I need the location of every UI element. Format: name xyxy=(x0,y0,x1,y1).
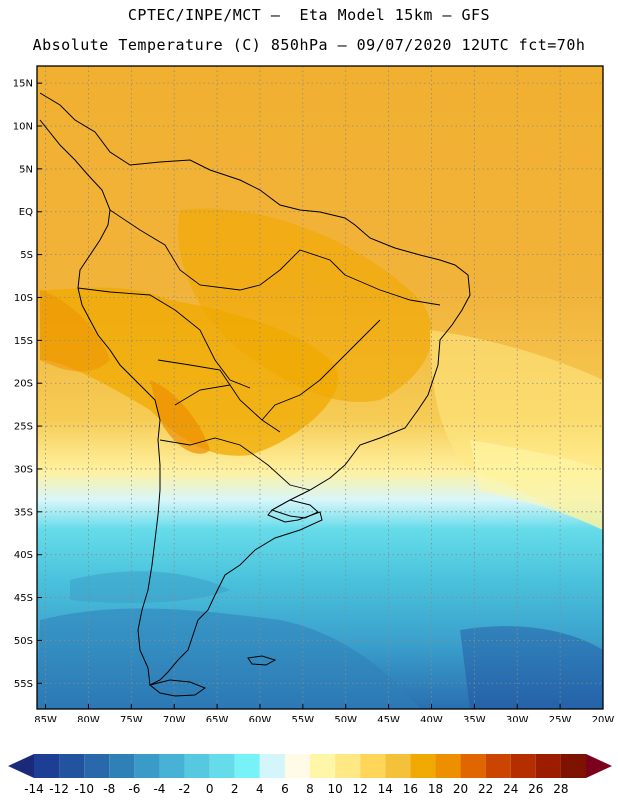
legend-color-box xyxy=(310,754,336,778)
legend-label: -8 xyxy=(103,782,115,796)
longitude-label: 75W xyxy=(120,715,143,722)
legend-color-box xyxy=(159,754,185,778)
legend-color-box xyxy=(59,754,85,778)
legend-color-box xyxy=(234,754,260,778)
legend-label: 10 xyxy=(327,782,342,796)
longitude-label: 55W xyxy=(292,715,315,722)
legend-color-box xyxy=(485,754,511,778)
legend-label: -4 xyxy=(153,782,165,796)
legend-right-arrow xyxy=(586,754,612,778)
legend-label: 4 xyxy=(256,782,264,796)
legend-label: -10 xyxy=(74,782,94,796)
longitude-label: 35W xyxy=(463,715,486,722)
latitude-label: EQ xyxy=(19,207,33,218)
longitude-label: 60W xyxy=(249,715,272,722)
country-borders xyxy=(77,209,441,491)
longitude-label: 50W xyxy=(334,715,357,722)
legend-label: 16 xyxy=(403,782,418,796)
map-title-line2: Absolute Temperature (C) 850hPa – 09/07/… xyxy=(32,36,586,54)
legend-color-box xyxy=(510,754,536,778)
latitude-label: 45S xyxy=(14,593,33,604)
legend-label: -6 xyxy=(128,782,140,796)
temperature-map: 15N 10N 5N EQ 5S 10S 15S 20S 25S 30S 35S 40S 45S 50S 5… xyxy=(13,65,614,722)
legend-label: 20 xyxy=(453,782,468,796)
legend-color-box xyxy=(360,754,386,778)
legend-label: 22 xyxy=(478,782,493,796)
map-frame xyxy=(36,65,604,710)
legend-label: 18 xyxy=(428,782,443,796)
latitude-label: 25S xyxy=(14,422,33,433)
latitude-label: 10S xyxy=(14,293,33,304)
legend-label: -14 xyxy=(24,782,44,796)
legend-label: 28 xyxy=(553,782,568,796)
latitude-label: 15S xyxy=(14,336,33,347)
legend-color-box xyxy=(134,754,160,778)
legend-label: 12 xyxy=(353,782,368,796)
longitude-label: 25W xyxy=(549,715,572,722)
latitude-label: 35S xyxy=(14,507,33,518)
latitude-label: 30S xyxy=(14,464,33,475)
longitude-label: 65W xyxy=(206,715,229,722)
temperature-field xyxy=(37,66,603,709)
legend-color-box xyxy=(460,754,486,778)
latitude-label: 55S xyxy=(14,679,33,690)
legend-label: 8 xyxy=(306,782,314,796)
longitude-labels: 85W 80W 75W 70W 65W 60W 55W 50W 45W 40W 35W 30W 25W 2… xyxy=(34,715,614,722)
longitude-label: 85W xyxy=(34,715,57,722)
legend-label: 6 xyxy=(281,782,289,796)
longitude-label: 20W xyxy=(592,715,615,722)
latitude-label: 5S xyxy=(20,250,33,261)
legend-color-box xyxy=(84,754,110,778)
map-title-line1: CPTEC/INPE/MCT – Eta Model 15km – GFS xyxy=(127,6,491,24)
latitude-labels: 15N 10N 5N EQ 5S 10S 15S 20S 25S 30S 35S 40S 45S 50S 5… xyxy=(13,79,33,690)
legend-color-box xyxy=(560,754,586,778)
legend-color-box xyxy=(385,754,411,778)
legend-color-box xyxy=(284,754,310,778)
longitude-label: 30W xyxy=(506,715,529,722)
legend-color-box xyxy=(184,754,210,778)
longitude-label: 40W xyxy=(420,715,443,722)
latitude-label: 50S xyxy=(14,636,33,647)
legend-label: -2 xyxy=(179,782,191,796)
legend-label: -12 xyxy=(49,782,69,796)
legend-color-box xyxy=(109,754,135,778)
south-america-coastline xyxy=(39,92,471,697)
legend-color-box xyxy=(410,754,436,778)
latitude-label: 40S xyxy=(14,550,33,561)
legend-color-box xyxy=(209,754,235,778)
legend-label: 2 xyxy=(231,782,239,796)
map-gridlines xyxy=(37,66,604,709)
longitude-label: 70W xyxy=(163,715,186,722)
legend-color-box xyxy=(335,754,361,778)
legend-label: 24 xyxy=(503,782,518,796)
longitude-label: 45W xyxy=(377,715,400,722)
latitude-label: 15N xyxy=(13,79,33,90)
legend-label: 26 xyxy=(528,782,543,796)
legend-color-box xyxy=(435,754,461,778)
latitude-label: 20S xyxy=(14,379,33,390)
color-scale-legend: -14 -12 -10 -8 -6 -4 -2 0 2 4 6 8 10 12 14 16 18 20 22 24 26… xyxy=(8,754,612,796)
legend-color-box xyxy=(535,754,561,778)
legend-label: 0 xyxy=(206,782,214,796)
legend-left-arrow xyxy=(8,754,34,778)
legend-color-box xyxy=(259,754,285,778)
latitude-label: 10N xyxy=(13,122,33,133)
latitude-label: 5N xyxy=(19,164,33,175)
legend-color-box xyxy=(34,754,60,778)
longitude-label: 80W xyxy=(77,715,100,722)
legend-label: 14 xyxy=(378,782,393,796)
